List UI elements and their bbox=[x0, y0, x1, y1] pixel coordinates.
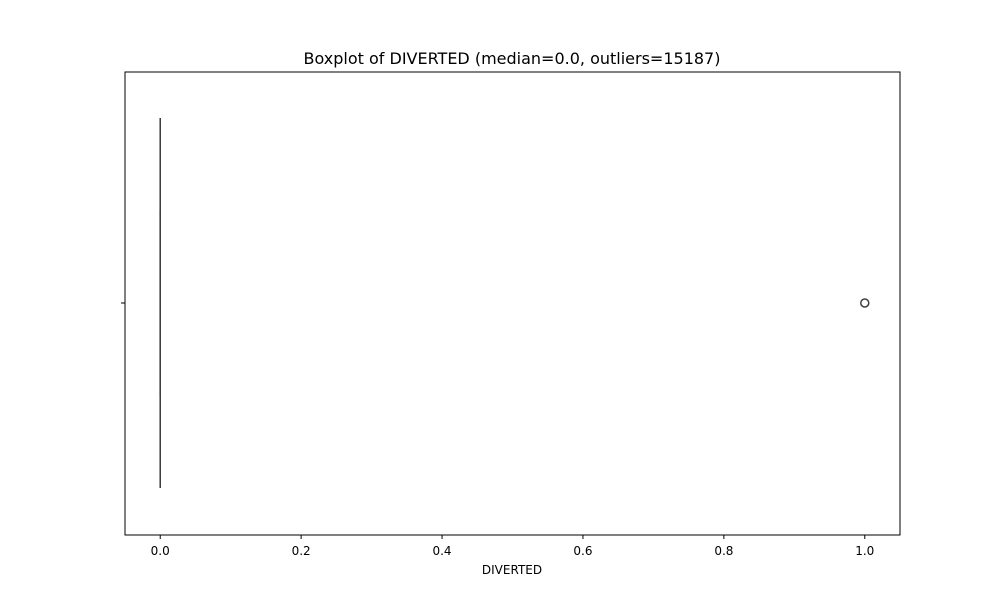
x-tick-label: 0.6 bbox=[573, 544, 592, 558]
plot-marks bbox=[160, 118, 869, 488]
x-tick-label: 0.0 bbox=[151, 544, 170, 558]
x-tick-label: 0.2 bbox=[292, 544, 311, 558]
outlier-point bbox=[861, 299, 869, 307]
x-axis-label: DIVERTED bbox=[482, 563, 542, 577]
plot-frame bbox=[125, 72, 900, 535]
chart-title: Boxplot of DIVERTED (median=0.0, outlier… bbox=[304, 49, 721, 68]
x-tick-label: 0.8 bbox=[714, 544, 733, 558]
x-tick-label: 0.4 bbox=[432, 544, 451, 558]
x-axis-ticks: 0.0 0.2 0.4 0.6 0.8 1.0 bbox=[151, 535, 875, 558]
x-tick-label: 1.0 bbox=[855, 544, 874, 558]
